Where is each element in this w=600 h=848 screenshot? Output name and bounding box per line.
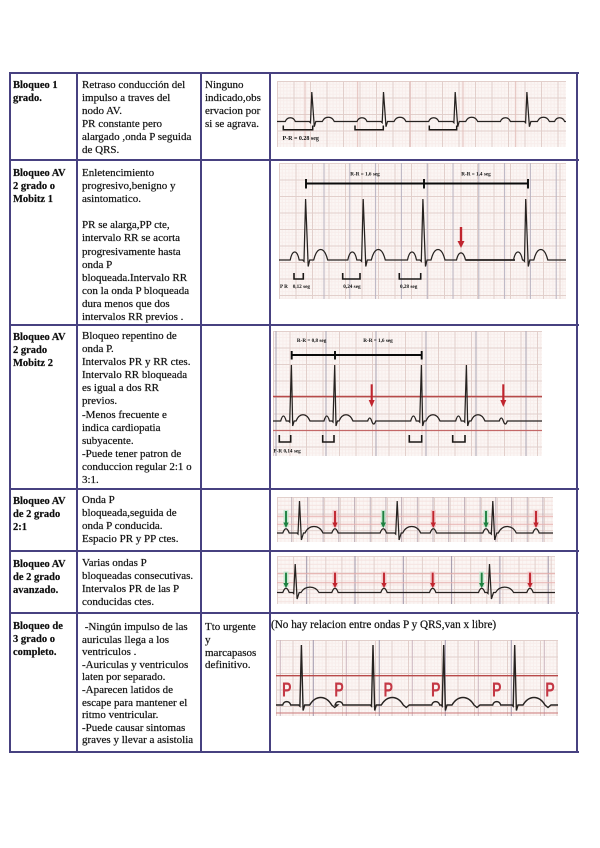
svg-text:P-R = 0.28 seg: P-R = 0.28 seg	[283, 136, 319, 142]
svg-text:P R: P R	[280, 284, 288, 290]
svg-text:0,28 seg: 0,28 seg	[400, 284, 418, 290]
svg-text:R-R = 0,8 seg: R-R = 0,8 seg	[297, 338, 327, 344]
svg-text:P: P	[545, 679, 555, 701]
svg-text:P-R 0,14 seg: P-R 0,14 seg	[274, 449, 302, 455]
svg-text:R-R = 1,6 seg: R-R = 1,6 seg	[350, 172, 380, 178]
svg-text:R-R = 1,6 seg: R-R = 1,6 seg	[363, 338, 393, 344]
svg-text:P: P	[431, 679, 441, 701]
svg-text:P: P	[334, 679, 344, 701]
svg-text:R-R = 1,4 seg: R-R = 1,4 seg	[461, 172, 491, 178]
svg-text:P: P	[282, 679, 292, 701]
svg-text:P: P	[492, 679, 502, 701]
svg-text:0,12 seg: 0,12 seg	[293, 284, 311, 290]
svg-text:0,24 seg: 0,24 seg	[343, 284, 361, 290]
svg-text:P: P	[384, 679, 394, 701]
